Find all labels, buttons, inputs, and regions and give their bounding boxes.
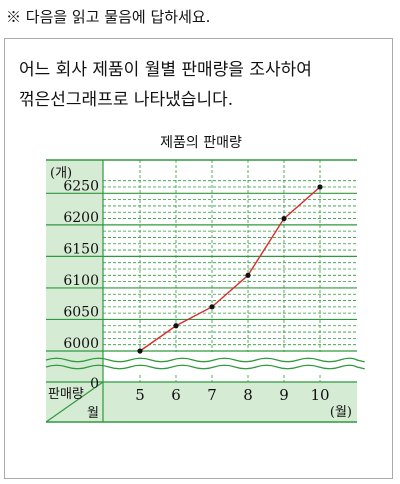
- x-axis-panel: [103, 382, 357, 422]
- zero-label: 0: [90, 376, 99, 392]
- corner-diagonal: [45, 381, 104, 423]
- data-point: [173, 323, 179, 329]
- data-point: [209, 304, 215, 310]
- y-tick-label: 6250: [63, 178, 99, 194]
- question-line-1: 어느 회사 제품이 월별 판매량을 조사하여: [19, 60, 312, 80]
- question-text: 어느 회사 제품이 월별 판매량을 조사하여 꺾은선그래프로 나타냈습니다.: [19, 55, 312, 115]
- y-tick-label: 6100: [63, 273, 99, 289]
- x-tick-label: 8: [243, 386, 253, 404]
- data-point: [137, 348, 143, 354]
- series-sales: [137, 184, 323, 354]
- corner-label-top: 판매량: [48, 387, 84, 402]
- y-tick-label: 6200: [63, 210, 99, 226]
- data-point: [317, 184, 323, 190]
- y-axis-panel: [46, 160, 103, 422]
- x-tick-label: 10: [310, 386, 329, 404]
- series-line: [139, 186, 321, 352]
- x-tick-label: 9: [279, 386, 289, 404]
- question-card: 어느 회사 제품이 월별 판매량을 조사하여 꺾은선그래프로 나타냈습니다.: [4, 38, 393, 479]
- vertical-gridlines: [139, 160, 321, 382]
- question-line-2: 꺾은선그래프로 나타냈습니다.: [19, 90, 234, 110]
- x-tick-label: 6: [171, 386, 181, 404]
- data-point: [281, 215, 287, 222]
- x-tick-label: 5: [135, 386, 145, 404]
- y-tick-label: 6050: [63, 304, 99, 320]
- chart-title: 제품의 판매량: [160, 135, 242, 151]
- x-tick-labels: 5 6 7 8 9 10: [135, 386, 329, 404]
- x-tick-label: 7: [207, 386, 217, 404]
- instruction-text: ※ 다음을 읽고 물음에 답하세요.: [6, 8, 211, 26]
- x-unit-label: (월): [330, 405, 352, 420]
- y-tick-label: 6000: [63, 336, 99, 352]
- y-tick-labels: 6000 6050 6100 6150 6200 6250: [63, 178, 99, 352]
- corner-label-bottom: 월: [87, 406, 99, 421]
- major-gridlines: [46, 192, 357, 352]
- y-tick-label: 6150: [63, 241, 99, 257]
- minor-gridlines: [103, 180, 357, 346]
- y-unit-label: (개): [50, 166, 72, 181]
- data-point: [245, 272, 251, 278]
